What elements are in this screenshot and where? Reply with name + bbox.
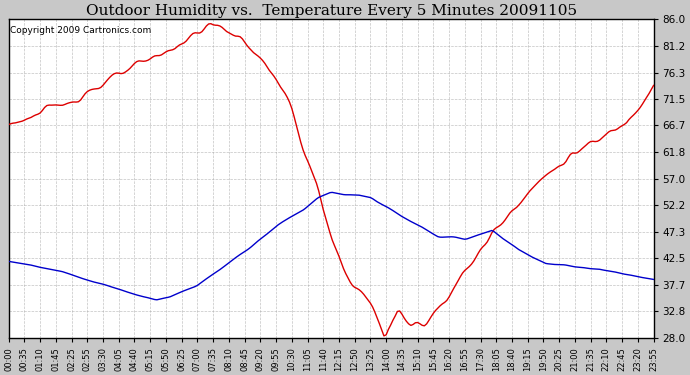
Title: Outdoor Humidity vs.  Temperature Every 5 Minutes 20091105: Outdoor Humidity vs. Temperature Every 5… <box>86 4 577 18</box>
Text: Copyright 2009 Cartronics.com: Copyright 2009 Cartronics.com <box>10 26 151 35</box>
